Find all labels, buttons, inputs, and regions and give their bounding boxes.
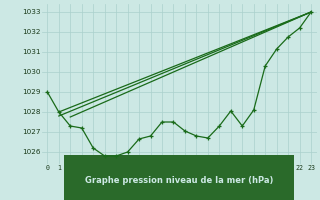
X-axis label: Graphe pression niveau de la mer (hPa): Graphe pression niveau de la mer (hPa) <box>85 176 273 185</box>
